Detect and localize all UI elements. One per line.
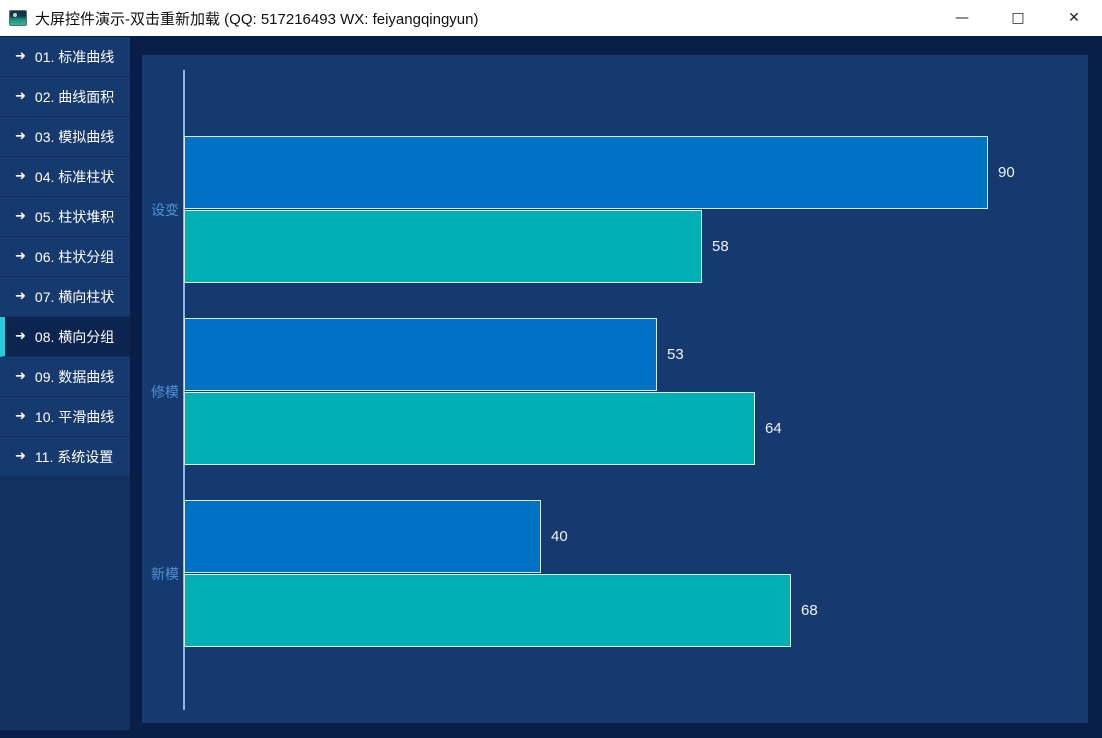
bar-series-1-group3 <box>184 500 541 573</box>
category-label-3: 新模 <box>151 566 179 582</box>
arrow-right-icon: ➜ <box>15 249 26 264</box>
sidebar-item-04[interactable]: ➜ 04. 标准柱状 <box>0 157 130 197</box>
close-button[interactable]: ✕ <box>1068 10 1080 26</box>
bar-value-label: 64 <box>765 419 782 437</box>
window-title: 大屏控件演示-双击重新加载 (QQ: 517216493 WX: feiyang… <box>35 10 479 28</box>
sidebar-item-label: 10. 平滑曲线 <box>34 408 115 425</box>
maximize-button[interactable]: □ <box>1011 10 1025 26</box>
sidebar-item-03[interactable]: ➜ 03. 模拟曲线 <box>0 117 130 157</box>
bar-series-2-group2 <box>184 392 755 465</box>
bar-series-1-group1 <box>184 136 988 209</box>
sidebar-item-label: 07. 横向柱状 <box>34 288 115 305</box>
sidebar-item-08[interactable]: ➜ 08. 横向分组 <box>0 317 130 357</box>
sidebar-menu: ➜ 01. 标准曲线 ➜ 02. 曲线面积 ➜ 03. 模拟曲线 ➜ 04. 标准柱状 ➜ 05.… <box>0 37 130 730</box>
bar-value-label: 58 <box>712 237 729 255</box>
sidebar-item-01[interactable]: ➜ 01. 标准曲线 <box>0 37 130 77</box>
arrow-right-icon: ➜ <box>15 169 26 184</box>
chart-panel: 90 58 设变 53 64 修模 40 68 新模 <box>142 55 1088 723</box>
arrow-right-icon: ➜ <box>15 449 26 464</box>
sidebar-item-02[interactable]: ➜ 02. 曲线面积 <box>0 77 130 117</box>
sidebar-item-label: 06. 柱状分组 <box>34 248 115 265</box>
category-label-1: 设变 <box>151 202 179 218</box>
bar-series-2-group1 <box>184 210 702 283</box>
sidebar-item-label: 05. 柱状堆积 <box>34 208 115 225</box>
arrow-right-icon: ➜ <box>15 129 26 144</box>
sidebar-item-07[interactable]: ➜ 07. 横向柱状 <box>0 277 130 317</box>
sidebar-item-label: 03. 模拟曲线 <box>34 128 115 145</box>
sidebar-item-05[interactable]: ➜ 05. 柱状堆积 <box>0 197 130 237</box>
bar-series-1-group2 <box>184 318 657 391</box>
sidebar-item-label: 11. 系统设置 <box>34 448 114 465</box>
arrow-right-icon: ➜ <box>15 89 26 104</box>
title-bar: 大屏控件演示-双击重新加载 (QQ: 517216493 WX: feiyang… <box>0 0 1102 37</box>
minimize-button[interactable]: — <box>955 10 969 26</box>
sidebar-item-10[interactable]: ➜ 10. 平滑曲线 <box>0 397 130 437</box>
arrow-right-icon: ➜ <box>15 49 26 64</box>
sidebar-item-06[interactable]: ➜ 06. 柱状分组 <box>0 237 130 277</box>
arrow-right-icon: ➜ <box>15 329 26 344</box>
window-controls: — □ ✕ <box>934 0 1102 36</box>
category-label-2: 修模 <box>151 384 179 400</box>
bar-value-label: 53 <box>667 345 684 363</box>
arrow-right-icon: ➜ <box>15 209 26 224</box>
sidebar-item-09[interactable]: ➜ 09. 数据曲线 <box>0 357 130 397</box>
sidebar-item-label: 04. 标准柱状 <box>34 168 115 185</box>
sidebar-item-label: 02. 曲线面积 <box>34 88 115 105</box>
sidebar-item-label: 01. 标准曲线 <box>34 48 115 65</box>
bar-series-2-group3 <box>184 574 791 647</box>
app-icon <box>9 10 27 26</box>
arrow-right-icon: ➜ <box>15 369 26 384</box>
bar-value-label: 68 <box>801 601 818 619</box>
arrow-right-icon: ➜ <box>15 289 26 304</box>
bar-value-label: 90 <box>998 163 1015 181</box>
sidebar-item-label: 09. 数据曲线 <box>34 368 115 385</box>
sidebar-item-label: 08. 横向分组 <box>34 328 115 345</box>
arrow-right-icon: ➜ <box>15 409 26 424</box>
bar-value-label: 40 <box>551 527 568 545</box>
sidebar-item-11[interactable]: ➜ 11. 系统设置 <box>0 437 130 477</box>
